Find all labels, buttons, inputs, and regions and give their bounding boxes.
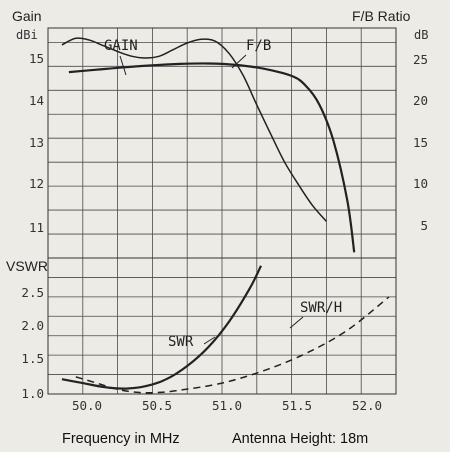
antenna-height-caption: Antenna Height: 18m xyxy=(232,431,368,447)
swr-label-leader xyxy=(203,336,216,345)
vswr-tick-label: 1.0 xyxy=(21,386,44,401)
freq-tick-label: 50.5 xyxy=(142,398,172,413)
freq-tick-label: 52.0 xyxy=(352,398,382,413)
gain-series-line xyxy=(68,62,356,253)
swr-series-line xyxy=(61,265,262,390)
fb-label-leader xyxy=(231,54,247,69)
gain-tick-label: 15 xyxy=(29,51,44,66)
fb-axis-title: F/B Ratio xyxy=(352,8,411,24)
lower-panel-frame xyxy=(47,257,397,395)
gain-tick-label: 12 xyxy=(29,176,44,191)
fb-tick-label: 5 xyxy=(420,218,428,233)
fb-series-line xyxy=(61,37,327,222)
fb-tick-label: 15 xyxy=(413,135,428,150)
freq-tick-label: 51.5 xyxy=(282,398,312,413)
gain-tick-label: 13 xyxy=(29,135,44,150)
freq-tick-label: 50.0 xyxy=(72,398,102,413)
upper-panel-grid xyxy=(48,28,397,258)
vswr-tick-label: 2.5 xyxy=(21,285,44,300)
swr-series-label: SWR xyxy=(168,334,194,350)
vswr-tick-label: 1.5 xyxy=(21,351,44,366)
swrh-series-label: SWR/H xyxy=(300,300,342,316)
vswr-axis-title: VSWR xyxy=(6,258,48,274)
gain-ticks: 15 14 13 12 11 xyxy=(29,51,44,235)
gain-tick-label: 11 xyxy=(29,220,44,235)
gain-axis-unit: dBi xyxy=(16,28,38,42)
freq-ticks: 50.0 50.5 51.0 51.5 52.0 xyxy=(72,398,382,413)
freq-tick-label: 51.0 xyxy=(212,398,242,413)
vswr-tick-label: 2.0 xyxy=(21,318,44,333)
x-axis-title: Frequency in MHz xyxy=(62,431,180,447)
gain-label-leader xyxy=(119,55,127,76)
fb-tick-label: 25 xyxy=(413,52,428,67)
fb-series-label: F/B xyxy=(246,38,271,54)
fb-ticks: 25 20 15 10 5 xyxy=(413,52,428,233)
gain-axis-title: Gain xyxy=(12,8,42,24)
gain-tick-label: 14 xyxy=(29,93,44,108)
gain-series-label: GAIN xyxy=(104,38,138,54)
fb-axis-unit: dB xyxy=(414,28,428,42)
fb-tick-label: 20 xyxy=(413,93,428,108)
lower-panel-grid xyxy=(48,258,397,394)
fb-tick-label: 10 xyxy=(413,176,428,191)
swrh-series-line xyxy=(75,296,390,394)
swrh-label-leader xyxy=(289,316,304,329)
vswr-ticks: 2.5 2.0 1.5 1.0 xyxy=(21,285,44,401)
